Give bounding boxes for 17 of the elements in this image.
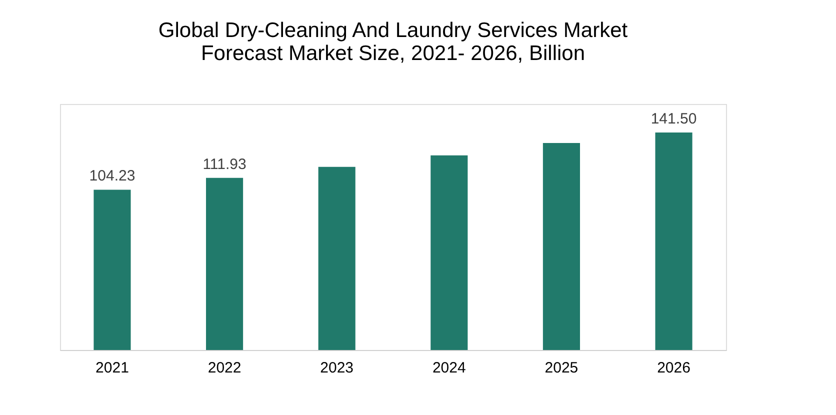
x-tick-label: 2025 <box>544 360 578 376</box>
text: Forecast Market Size, 2021- 2026, Billion <box>200 42 586 65</box>
bar <box>542 143 580 350</box>
x-tick-label: 2026 <box>657 360 690 376</box>
text: Global Dry-Cleaning And Laundry Services Market <box>158 19 628 42</box>
bar <box>94 190 131 350</box>
x-tick-label: 2023 <box>320 360 354 376</box>
x-tick-label: 2021 <box>96 360 129 376</box>
x-tick-label: 2024 <box>432 360 466 376</box>
x-tick-label: 2022 <box>208 360 242 376</box>
data-label: 104.23 <box>89 168 136 185</box>
bar <box>655 132 692 350</box>
data-label: 141.50 <box>650 110 697 128</box>
bar <box>430 155 468 350</box>
data-label: 111.93 <box>202 156 246 173</box>
bar <box>318 166 356 350</box>
bar <box>206 178 244 350</box>
